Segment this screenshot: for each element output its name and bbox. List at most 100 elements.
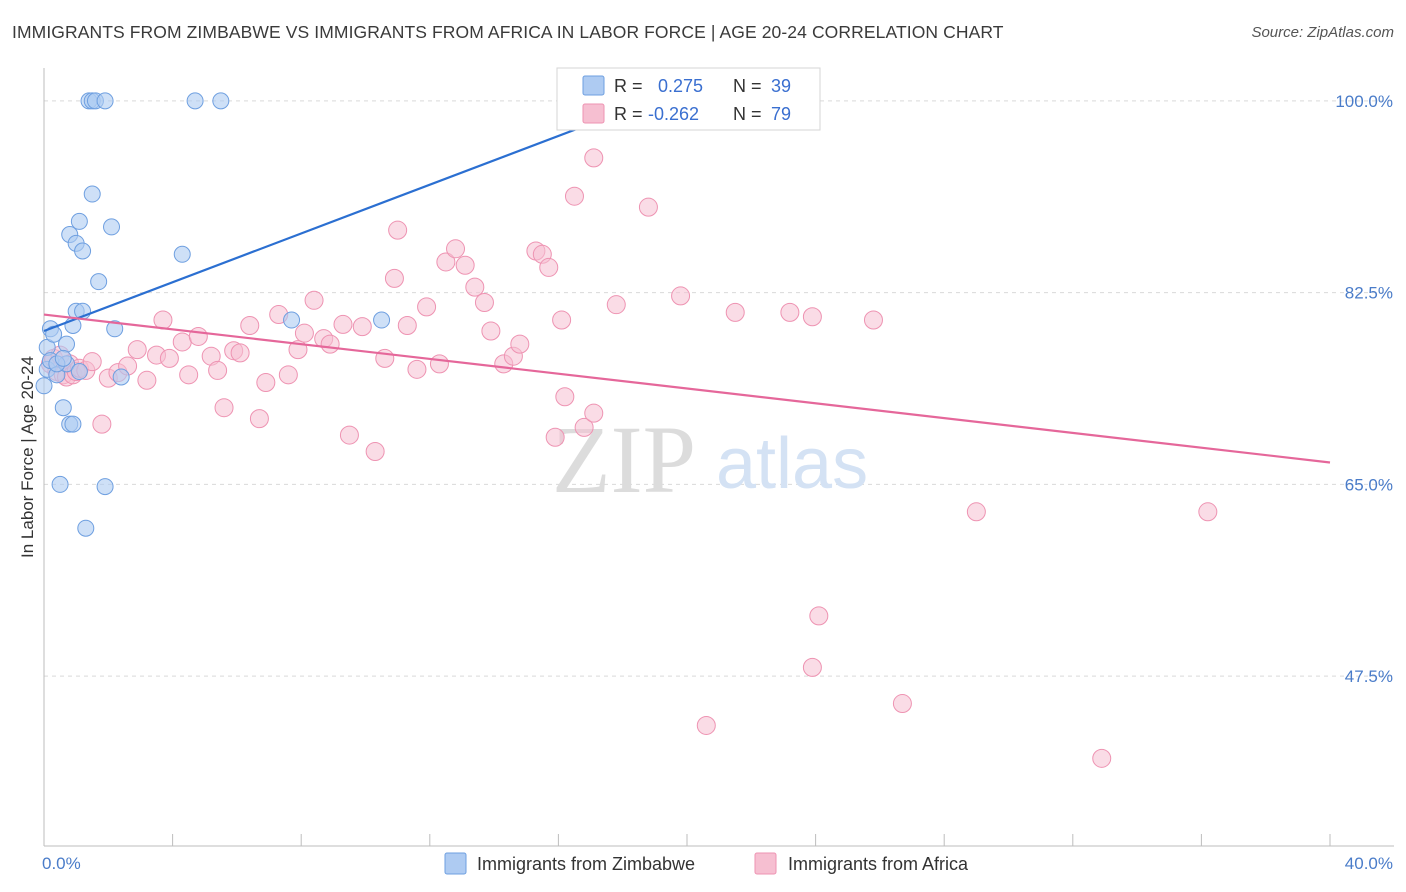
point-zimbabwe bbox=[90, 273, 108, 291]
point-africa bbox=[446, 239, 466, 259]
point-africa bbox=[320, 334, 340, 354]
point-zimbabwe bbox=[112, 368, 130, 386]
point-africa bbox=[397, 316, 417, 336]
point-africa bbox=[417, 297, 437, 317]
y-tick-label: 82.5% bbox=[1345, 284, 1393, 303]
point-africa bbox=[780, 302, 800, 322]
point-africa bbox=[966, 502, 986, 522]
legend-n-value-africa: 79 bbox=[771, 104, 791, 124]
point-africa bbox=[671, 286, 691, 306]
point-africa bbox=[339, 425, 359, 445]
stats-legend: R = 0.275 N = 39 R = -0.262 N = 79 bbox=[556, 67, 821, 131]
point-africa bbox=[127, 340, 147, 360]
point-zimbabwe bbox=[54, 349, 72, 367]
point-africa bbox=[892, 694, 912, 714]
point-africa bbox=[230, 343, 250, 363]
point-zimbabwe bbox=[186, 92, 204, 110]
bottom-legend-swatch-zimbabwe bbox=[444, 852, 467, 875]
point-africa bbox=[294, 323, 314, 343]
watermark-atlas: atlas bbox=[716, 424, 868, 504]
point-africa bbox=[809, 606, 829, 626]
x-tick-label-max: 40.0% bbox=[1345, 854, 1393, 873]
chart-title: IMMIGRANTS FROM ZIMBABWE VS IMMIGRANTS F… bbox=[12, 22, 1004, 42]
point-africa bbox=[407, 359, 427, 379]
point-africa bbox=[1198, 502, 1218, 522]
point-zimbabwe bbox=[35, 377, 53, 395]
point-africa bbox=[188, 326, 208, 346]
trend-line-africa bbox=[43, 313, 1331, 464]
point-africa bbox=[172, 332, 192, 352]
legend-r-label-zimbabwe: R = bbox=[614, 76, 643, 96]
bottom-legend-label-zimbabwe: Immigrants from Zimbabwe bbox=[477, 854, 695, 874]
point-africa bbox=[455, 255, 475, 275]
point-africa bbox=[352, 317, 372, 337]
trend-line-zimbabwe bbox=[43, 123, 588, 333]
legend-r-label-africa: R = bbox=[614, 104, 643, 124]
legend-r-value-africa: -0.262 bbox=[648, 104, 699, 124]
point-africa bbox=[552, 310, 572, 330]
bottom-legend-label-africa: Immigrants from Africa bbox=[788, 854, 969, 874]
y-tick-label: 100.0% bbox=[1335, 92, 1393, 111]
point-zimbabwe bbox=[64, 415, 82, 433]
point-africa bbox=[638, 197, 658, 217]
point-zimbabwe bbox=[58, 335, 76, 353]
point-africa bbox=[696, 715, 716, 735]
legend-n-label-zimbabwe: N = bbox=[733, 76, 762, 96]
point-zimbabwe bbox=[373, 311, 391, 329]
point-africa bbox=[606, 295, 626, 315]
point-zimbabwe bbox=[70, 363, 88, 381]
legend-n-label-africa: N = bbox=[733, 104, 762, 124]
point-africa bbox=[584, 148, 604, 168]
point-africa bbox=[365, 442, 385, 462]
point-africa bbox=[208, 360, 228, 380]
series-legend: Immigrants from Zimbabwe Immigrants from… bbox=[444, 852, 969, 875]
point-africa bbox=[863, 310, 883, 330]
point-zimbabwe bbox=[96, 92, 114, 110]
point-africa bbox=[1092, 748, 1112, 768]
point-africa bbox=[153, 310, 173, 330]
chart-source: Source: ZipAtlas.com bbox=[1251, 24, 1394, 41]
watermark-zip: ZIP bbox=[552, 406, 696, 513]
x-ticks bbox=[43, 834, 1331, 846]
point-africa bbox=[240, 316, 260, 336]
point-africa bbox=[333, 314, 353, 334]
point-africa bbox=[481, 321, 501, 341]
point-africa bbox=[384, 268, 404, 288]
point-africa bbox=[802, 307, 822, 327]
point-africa bbox=[159, 348, 179, 368]
point-africa bbox=[436, 252, 456, 272]
point-africa bbox=[510, 334, 530, 354]
point-africa bbox=[725, 302, 745, 322]
point-africa bbox=[388, 220, 408, 240]
point-africa bbox=[179, 365, 199, 385]
zimbabwe-points bbox=[35, 92, 391, 537]
point-zimbabwe bbox=[173, 245, 191, 263]
y-axis-title: In Labor Force | Age 20-24 bbox=[18, 356, 37, 558]
gridlines bbox=[44, 100, 1394, 677]
legend-n-value-zimbabwe: 39 bbox=[771, 76, 791, 96]
point-zimbabwe bbox=[54, 399, 72, 417]
point-africa bbox=[574, 417, 594, 437]
point-africa bbox=[555, 387, 575, 407]
point-zimbabwe bbox=[70, 212, 88, 230]
y-tick-label: 47.5% bbox=[1345, 667, 1393, 686]
point-zimbabwe bbox=[106, 320, 124, 338]
point-zimbabwe bbox=[77, 519, 95, 537]
bottom-legend-swatch-africa bbox=[754, 852, 777, 875]
point-africa bbox=[584, 403, 604, 423]
point-zimbabwe bbox=[212, 92, 230, 110]
point-africa bbox=[256, 372, 276, 392]
point-africa bbox=[278, 365, 298, 385]
point-zimbabwe bbox=[51, 475, 69, 493]
legend-swatch-zimbabwe bbox=[582, 75, 605, 96]
point-africa bbox=[92, 414, 112, 434]
point-africa bbox=[214, 398, 234, 418]
x-tick-label-min: 0.0% bbox=[42, 854, 81, 873]
point-africa bbox=[137, 370, 157, 390]
point-africa bbox=[465, 277, 485, 297]
point-africa bbox=[304, 290, 324, 310]
point-africa bbox=[539, 257, 559, 277]
point-africa bbox=[564, 186, 584, 206]
point-zimbabwe bbox=[103, 218, 121, 236]
